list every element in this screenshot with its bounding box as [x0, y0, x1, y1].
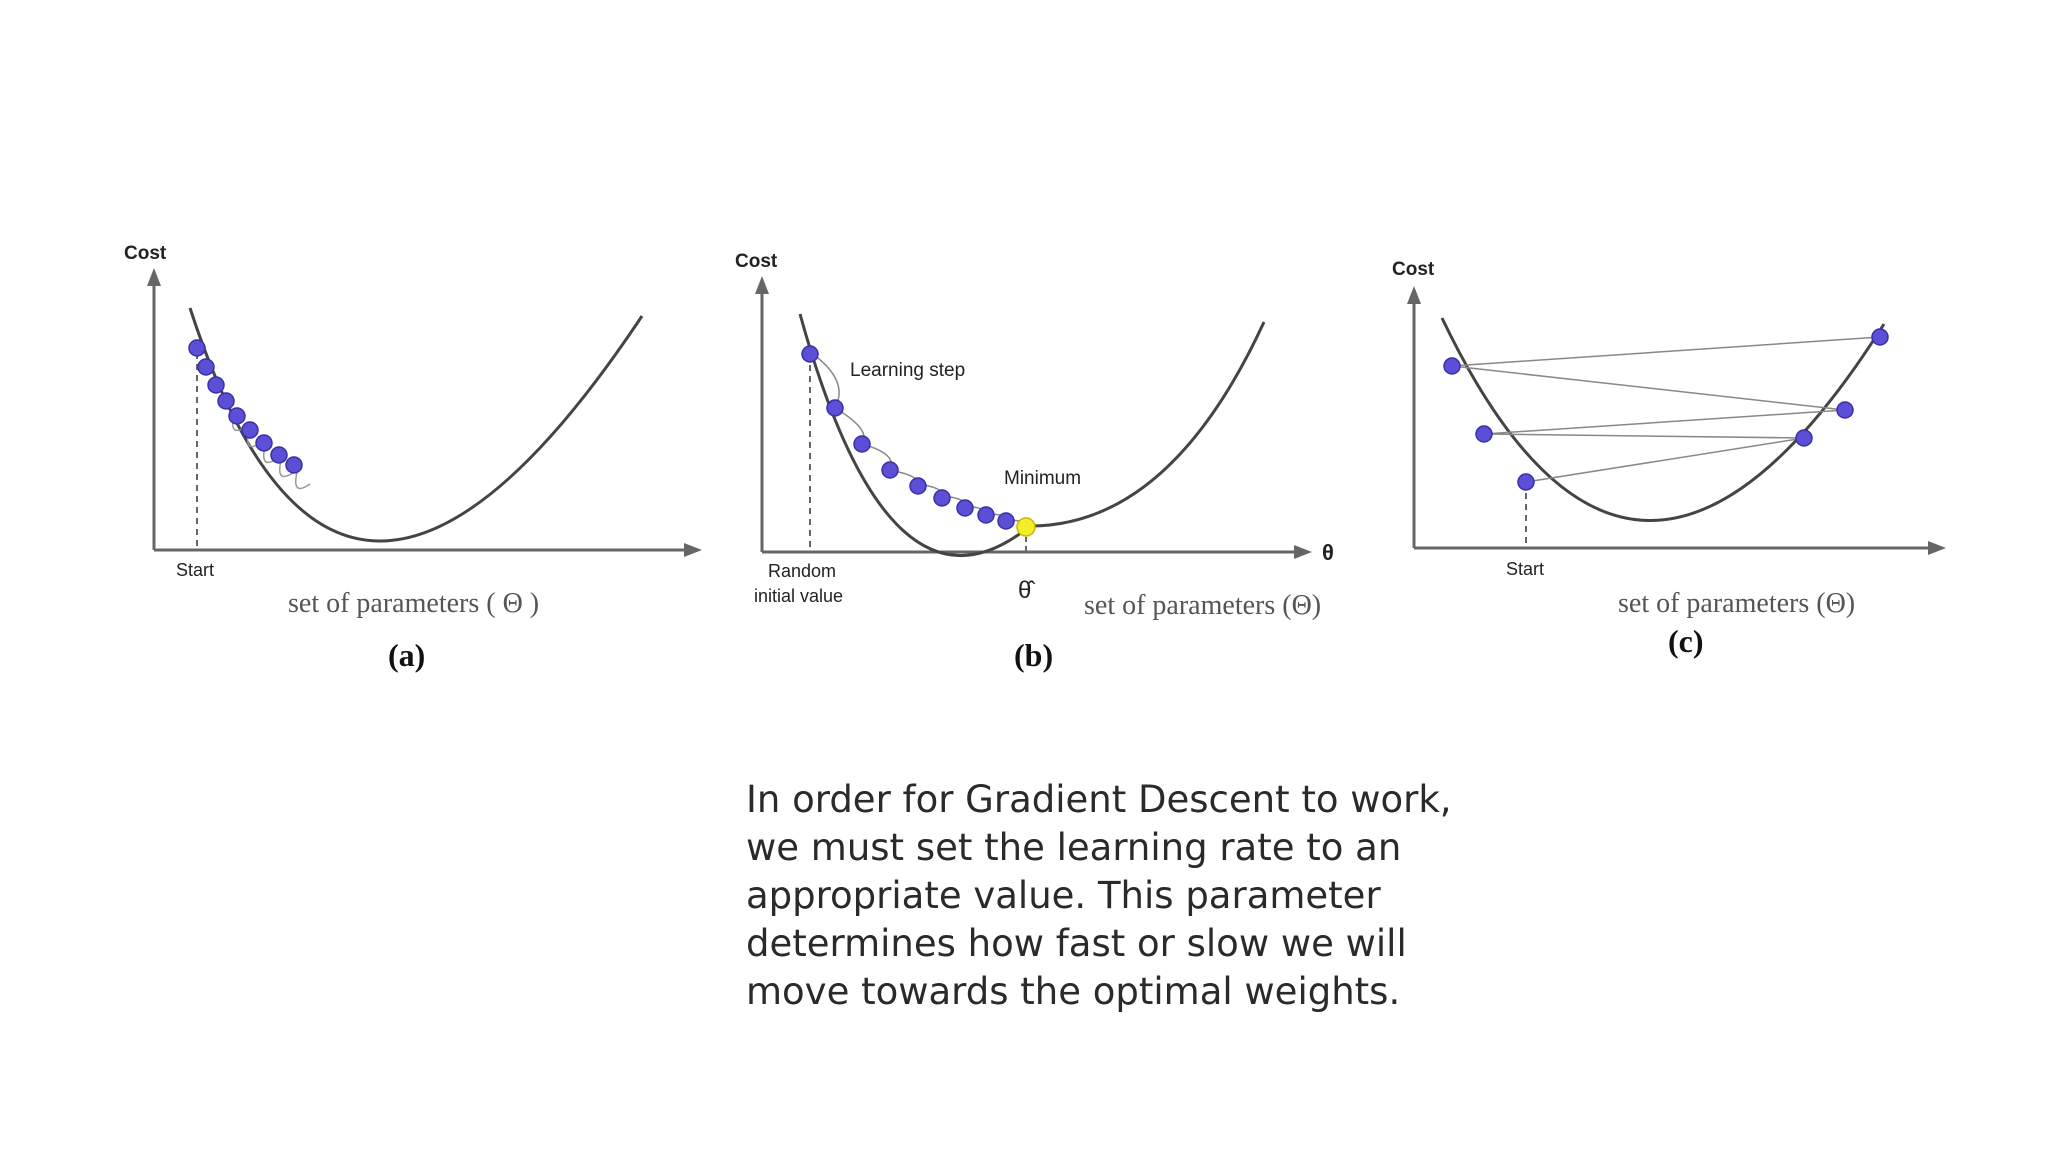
- x-axis-label: set of parameters ( Θ ): [288, 588, 539, 619]
- cost-curve: [1440, 317, 1886, 522]
- y-axis-arrow: [1407, 286, 1421, 304]
- y-axis-arrow: [147, 268, 161, 286]
- step-point: [241, 421, 259, 439]
- cost-label: Cost: [124, 243, 167, 264]
- step-point: [207, 376, 225, 394]
- arrow-line: [1525, 437, 1805, 483]
- cost-label: Cost: [1392, 259, 1435, 280]
- step-point: [1475, 425, 1493, 443]
- x-axis-arrow: [1928, 541, 1946, 555]
- step-point: [217, 392, 235, 410]
- learning-step-label: Learning step: [850, 360, 965, 381]
- step-point: [1871, 328, 1889, 346]
- arrow-line: [1451, 365, 1846, 411]
- step-point: [1836, 401, 1854, 419]
- overshoot-arrows: [1451, 336, 1881, 483]
- x-axis-arrow: [684, 543, 702, 557]
- initial-value-label: initial value: [754, 586, 843, 606]
- theta-axis-label: θ: [1322, 540, 1334, 565]
- start-label: Start: [1506, 559, 1544, 579]
- oscillation-loops: [232, 409, 311, 490]
- step-point: [1795, 429, 1813, 447]
- step-point: [270, 446, 288, 464]
- cost-curve: [798, 313, 1266, 557]
- step-point: [197, 358, 215, 376]
- step-point: [881, 461, 899, 479]
- step-point: [997, 512, 1015, 530]
- minimum-label: Minimum: [1004, 468, 1081, 489]
- minimum-point: [1016, 517, 1036, 537]
- step-point: [188, 339, 206, 357]
- random-label: Random: [768, 561, 836, 581]
- theta-hat-label: θ̂: [1018, 577, 1035, 604]
- x-axis-arrow: [1294, 545, 1312, 559]
- step-point: [977, 506, 995, 524]
- arrow-line: [1483, 409, 1846, 435]
- step-point: [933, 489, 951, 507]
- diagram-a-svg: Cost Start set of parameters ( Θ ) (a): [124, 243, 702, 673]
- start-label: Start: [176, 560, 214, 580]
- step-point: [285, 456, 303, 474]
- step-point: [1517, 473, 1535, 491]
- diagram-panel-b: Cost θ Learning step Minimum: [720, 230, 1400, 680]
- diagram-b-svg: Cost θ Learning step Minimum: [735, 251, 1334, 673]
- step-point: [826, 399, 844, 417]
- gradient-steps: [188, 339, 303, 474]
- arrow-line: [1483, 433, 1805, 439]
- gradient-steps: [801, 345, 1036, 537]
- gradient-steps: [1443, 328, 1889, 491]
- step-point: [801, 345, 819, 363]
- caption-a: (a): [388, 637, 425, 673]
- y-axis-arrow: [755, 276, 769, 294]
- caption-b: (b): [1014, 637, 1053, 673]
- diagram-panel-c: Cost Start set of parameters (Θ): [1374, 230, 1954, 680]
- cost-curve: [188, 307, 644, 543]
- x-axis-label: set of parameters (Θ): [1618, 588, 1855, 619]
- diagram-panel-a: Cost Start set of parameters ( Θ ) (a): [110, 230, 730, 680]
- step-point: [1443, 357, 1461, 375]
- step-point: [255, 434, 273, 452]
- body-text: In order for Gradient Descent to work, w…: [746, 778, 1452, 1013]
- caption-c: (c): [1668, 623, 1704, 659]
- step-point: [853, 435, 871, 453]
- arrow-line: [1451, 336, 1881, 367]
- cost-label: Cost: [735, 251, 778, 272]
- step-point: [228, 407, 246, 425]
- step-point: [909, 477, 927, 495]
- step-point: [956, 499, 974, 517]
- diagram-c-svg: Cost Start set of parameters (Θ): [1392, 259, 1946, 659]
- x-axis-label: set of parameters (Θ): [1084, 590, 1321, 621]
